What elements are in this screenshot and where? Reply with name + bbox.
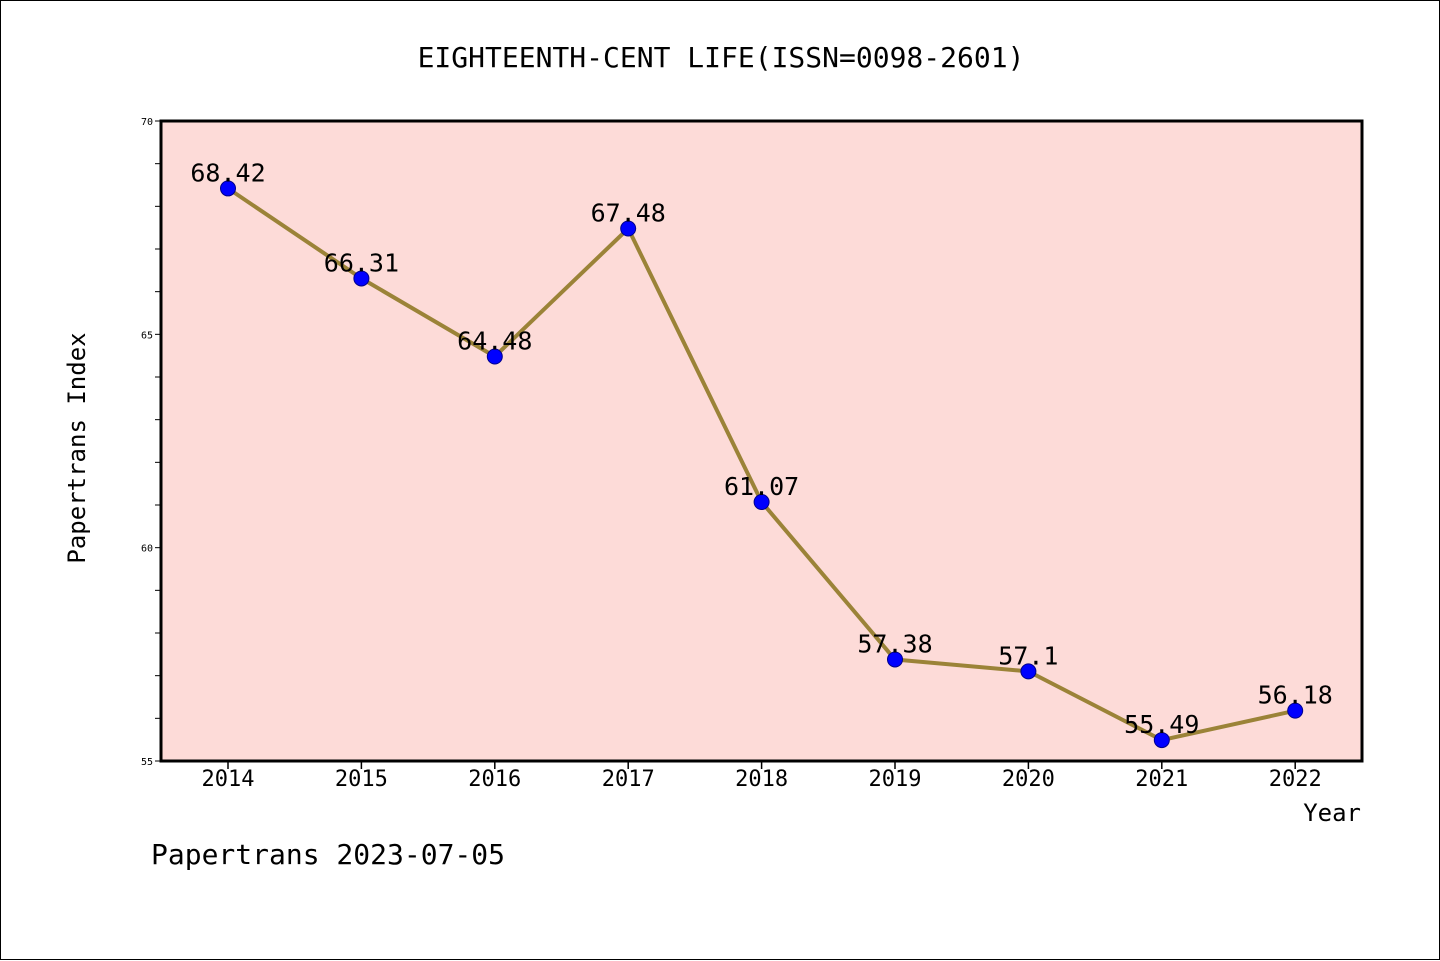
chart-title: EIGHTEENTH-CENT LIFE(ISSN=0098-2601) bbox=[418, 41, 1025, 74]
y-axis-label: Papertrans Index bbox=[63, 332, 91, 563]
data-label: 57.38 bbox=[857, 629, 932, 658]
y-tick-label: 65 bbox=[141, 330, 153, 341]
x-tick-label: 2020 bbox=[1002, 767, 1055, 792]
x-tick-label: 2019 bbox=[869, 767, 922, 792]
data-label: 56.18 bbox=[1258, 681, 1333, 710]
data-label: 61.07 bbox=[724, 472, 799, 501]
data-point bbox=[486, 348, 503, 365]
data-point bbox=[620, 220, 637, 237]
series-markers bbox=[220, 180, 1304, 749]
x-tick-label: 2021 bbox=[1135, 767, 1188, 792]
x-tick-label: 2022 bbox=[1269, 767, 1322, 792]
data-point bbox=[353, 270, 370, 287]
x-tick-label: 2014 bbox=[202, 767, 255, 792]
x-tick-label: 2015 bbox=[335, 767, 388, 792]
x-axis-label: Year bbox=[1303, 799, 1361, 827]
x-tick-label: 2016 bbox=[468, 767, 521, 792]
data-point bbox=[753, 494, 770, 511]
data-point bbox=[1287, 702, 1304, 719]
data-label: 67.48 bbox=[591, 199, 666, 228]
plot-area bbox=[161, 121, 1362, 761]
data-label: 55.49 bbox=[1124, 710, 1199, 739]
plot-frame bbox=[159, 119, 1364, 763]
y-tick-label: 70 bbox=[141, 117, 153, 128]
data-point bbox=[1153, 732, 1170, 749]
x-tick-label: 2018 bbox=[735, 767, 788, 792]
y-axis-ticks: 55 60 65 70 bbox=[141, 117, 161, 768]
data-labels: 68.42 66.31 64.48 67.48 61.07 57.38 57.1 55.49 5… bbox=[190, 158, 1332, 739]
y-tick-label: 60 bbox=[141, 544, 153, 555]
data-label: 64.48 bbox=[457, 327, 532, 356]
x-axis-ticks: 2014 2015 2016 2017 2018 2019 2020 2021 2022 bbox=[202, 761, 1322, 792]
data-label: 66.31 bbox=[324, 248, 399, 277]
data-point bbox=[1020, 663, 1037, 680]
data-point bbox=[220, 180, 236, 197]
data-label: 68.42 bbox=[190, 158, 265, 187]
x-tick-label: 2017 bbox=[602, 767, 655, 792]
data-point bbox=[887, 651, 903, 668]
y-tick-label: 55 bbox=[141, 757, 153, 768]
footer-text: Papertrans 2023-07-05 bbox=[151, 838, 505, 871]
data-label: 57.1 bbox=[998, 641, 1058, 670]
